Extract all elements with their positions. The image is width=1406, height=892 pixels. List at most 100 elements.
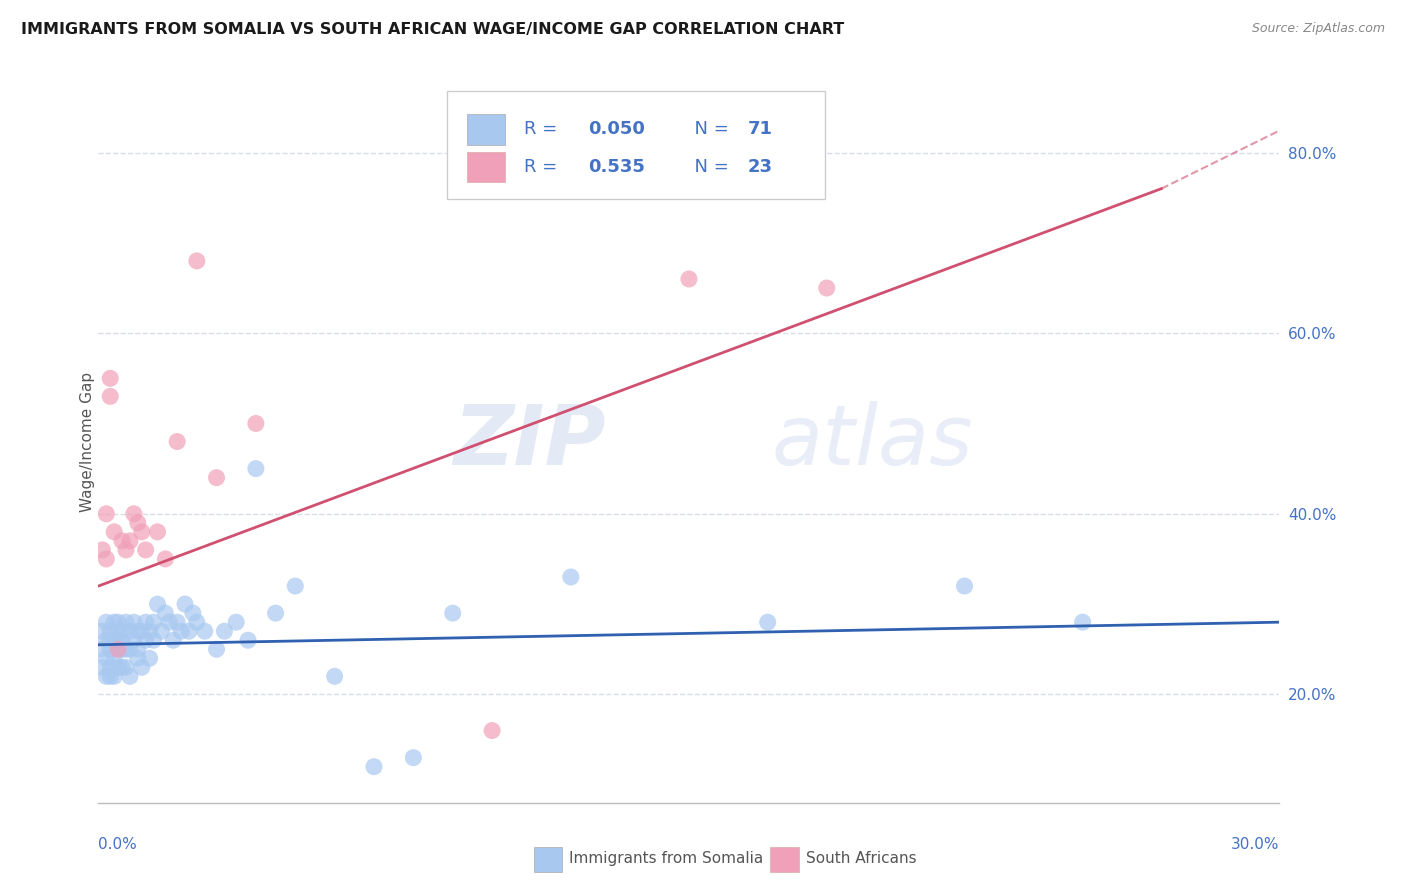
Text: N =: N =: [683, 158, 734, 176]
Point: [91, 624, 114, 639]
Point: [98, 642, 121, 657]
Text: South Africans: South Africans: [806, 852, 917, 866]
Point: [953, 579, 976, 593]
Point: [131, 660, 153, 674]
Point: [107, 615, 129, 630]
Point: [363, 760, 385, 774]
Point: [118, 642, 141, 657]
Text: R =: R =: [523, 158, 562, 176]
Point: [678, 272, 700, 286]
Point: [111, 533, 134, 548]
Point: [96, 669, 118, 683]
Point: [103, 615, 125, 630]
Point: [111, 624, 134, 639]
Text: 71: 71: [748, 120, 773, 138]
FancyBboxPatch shape: [467, 114, 505, 145]
Point: [186, 253, 208, 268]
Point: [157, 615, 180, 630]
Point: [402, 750, 425, 764]
Point: [177, 624, 200, 639]
Point: [162, 633, 184, 648]
Point: [91, 660, 114, 674]
Point: [91, 642, 114, 657]
Point: [107, 660, 129, 674]
Point: [170, 624, 193, 639]
Point: [107, 642, 129, 657]
Point: [118, 533, 141, 548]
Point: [98, 389, 121, 403]
Point: [284, 579, 307, 593]
Point: [441, 606, 464, 620]
FancyBboxPatch shape: [467, 152, 505, 182]
Point: [115, 542, 138, 557]
Text: 0.050: 0.050: [589, 120, 645, 138]
Point: [205, 471, 228, 485]
Text: IMMIGRANTS FROM SOMALIA VS SOUTH AFRICAN WAGE/INCOME GAP CORRELATION CHART: IMMIGRANTS FROM SOMALIA VS SOUTH AFRICAN…: [21, 22, 845, 37]
Point: [122, 507, 145, 521]
FancyBboxPatch shape: [447, 91, 825, 200]
Point: [205, 642, 228, 657]
Point: [166, 615, 188, 630]
Point: [103, 669, 125, 683]
Text: 0.0%: 0.0%: [98, 837, 138, 852]
Point: [245, 461, 267, 475]
Point: [127, 642, 149, 657]
Point: [127, 624, 149, 639]
Point: [135, 542, 157, 557]
Point: [131, 624, 153, 639]
Point: [122, 633, 145, 648]
Point: [115, 615, 138, 630]
Text: R =: R =: [523, 120, 562, 138]
Text: 30.0%: 30.0%: [1232, 837, 1279, 852]
Point: [111, 660, 134, 674]
Point: [98, 660, 121, 674]
Point: [96, 552, 118, 566]
Point: [186, 615, 208, 630]
Point: [91, 542, 114, 557]
Point: [138, 651, 160, 665]
Point: [103, 633, 125, 648]
Point: [96, 507, 118, 521]
Point: [236, 633, 259, 648]
Point: [96, 633, 118, 648]
Point: [98, 371, 121, 385]
Point: [194, 624, 217, 639]
Point: [127, 516, 149, 530]
Point: [225, 615, 247, 630]
Point: [96, 651, 118, 665]
Point: [560, 570, 582, 584]
Point: [146, 597, 169, 611]
Point: [756, 615, 779, 630]
Point: [98, 633, 121, 648]
Point: [142, 633, 165, 648]
Point: [166, 434, 188, 449]
Point: [815, 281, 838, 295]
Point: [138, 624, 160, 639]
Point: [107, 642, 129, 657]
Point: [214, 624, 236, 639]
Point: [118, 624, 141, 639]
Point: [115, 642, 138, 657]
Point: [181, 606, 204, 620]
Point: [146, 524, 169, 539]
Point: [103, 651, 125, 665]
Point: [115, 660, 138, 674]
Point: [96, 615, 118, 630]
Point: [98, 624, 121, 639]
Point: [111, 642, 134, 657]
Text: atlas: atlas: [772, 401, 973, 482]
Point: [127, 651, 149, 665]
Point: [107, 633, 129, 648]
Text: 23: 23: [748, 158, 773, 176]
Point: [135, 633, 157, 648]
Text: 0.535: 0.535: [589, 158, 645, 176]
Point: [323, 669, 346, 683]
Point: [264, 606, 287, 620]
Text: Immigrants from Somalia: Immigrants from Somalia: [569, 852, 763, 866]
Text: ZIP: ZIP: [454, 401, 606, 482]
Point: [118, 669, 141, 683]
Point: [155, 552, 177, 566]
Point: [111, 633, 134, 648]
Point: [103, 524, 125, 539]
Point: [142, 615, 165, 630]
